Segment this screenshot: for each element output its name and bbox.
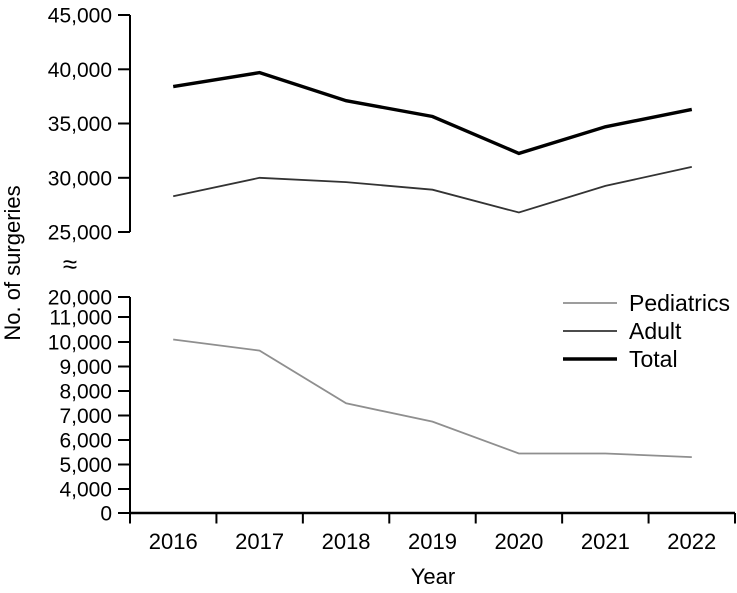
y-tick-label: 0: [100, 503, 112, 526]
x-tick-label-2018: 2018: [322, 529, 371, 554]
y-tick-label: 25,000: [48, 222, 112, 245]
x-tick-label-2017: 2017: [235, 529, 284, 554]
y-tick-label: 20,000: [48, 287, 112, 310]
y-axis-title: No. of surgeries: [0, 185, 25, 340]
y-tick-label: 4,000: [59, 479, 112, 502]
y-tick-label: 9,000: [59, 356, 112, 379]
y-tick-label: 6,000: [59, 430, 112, 453]
axes-layer: 45,000 40,000 35,000 30,000 25,000 20,00011,0…: [48, 5, 736, 554]
legend-label-adult: Adult: [629, 318, 682, 344]
x-tick-label-2022: 2022: [667, 529, 716, 554]
series-line-pediatrics: [173, 338, 692, 458]
x-tick-label-2021: 2021: [581, 529, 630, 554]
y-tick-label: 11,000: [49, 307, 112, 330]
y-tick-label: 40,000: [48, 59, 112, 82]
y-tick-label: 45,000: [48, 5, 112, 28]
legend-label-total: Total: [629, 346, 678, 372]
series-layer: [172, 70, 693, 458]
y-tick-label: 30,000: [48, 167, 112, 190]
x-tick-label-2019: 2019: [408, 529, 457, 554]
series-line-adult: [173, 166, 692, 214]
x-tick-label-2020: 2020: [494, 529, 543, 554]
axis-break-symbol: ≈: [63, 249, 77, 279]
x-axis-title: Year: [411, 564, 455, 589]
series-line-total: [172, 70, 693, 156]
y-tick-label: 10,000: [48, 332, 112, 355]
legend-label-pediatrics: Pediatrics: [629, 290, 730, 316]
y-tick-label: 7,000: [59, 405, 112, 428]
y-tick-label: 35,000: [48, 113, 112, 136]
y-tick-label: 8,000: [59, 381, 112, 404]
y-tick-label: 5,000: [59, 454, 112, 477]
x-tick-label-2016: 2016: [149, 529, 198, 554]
